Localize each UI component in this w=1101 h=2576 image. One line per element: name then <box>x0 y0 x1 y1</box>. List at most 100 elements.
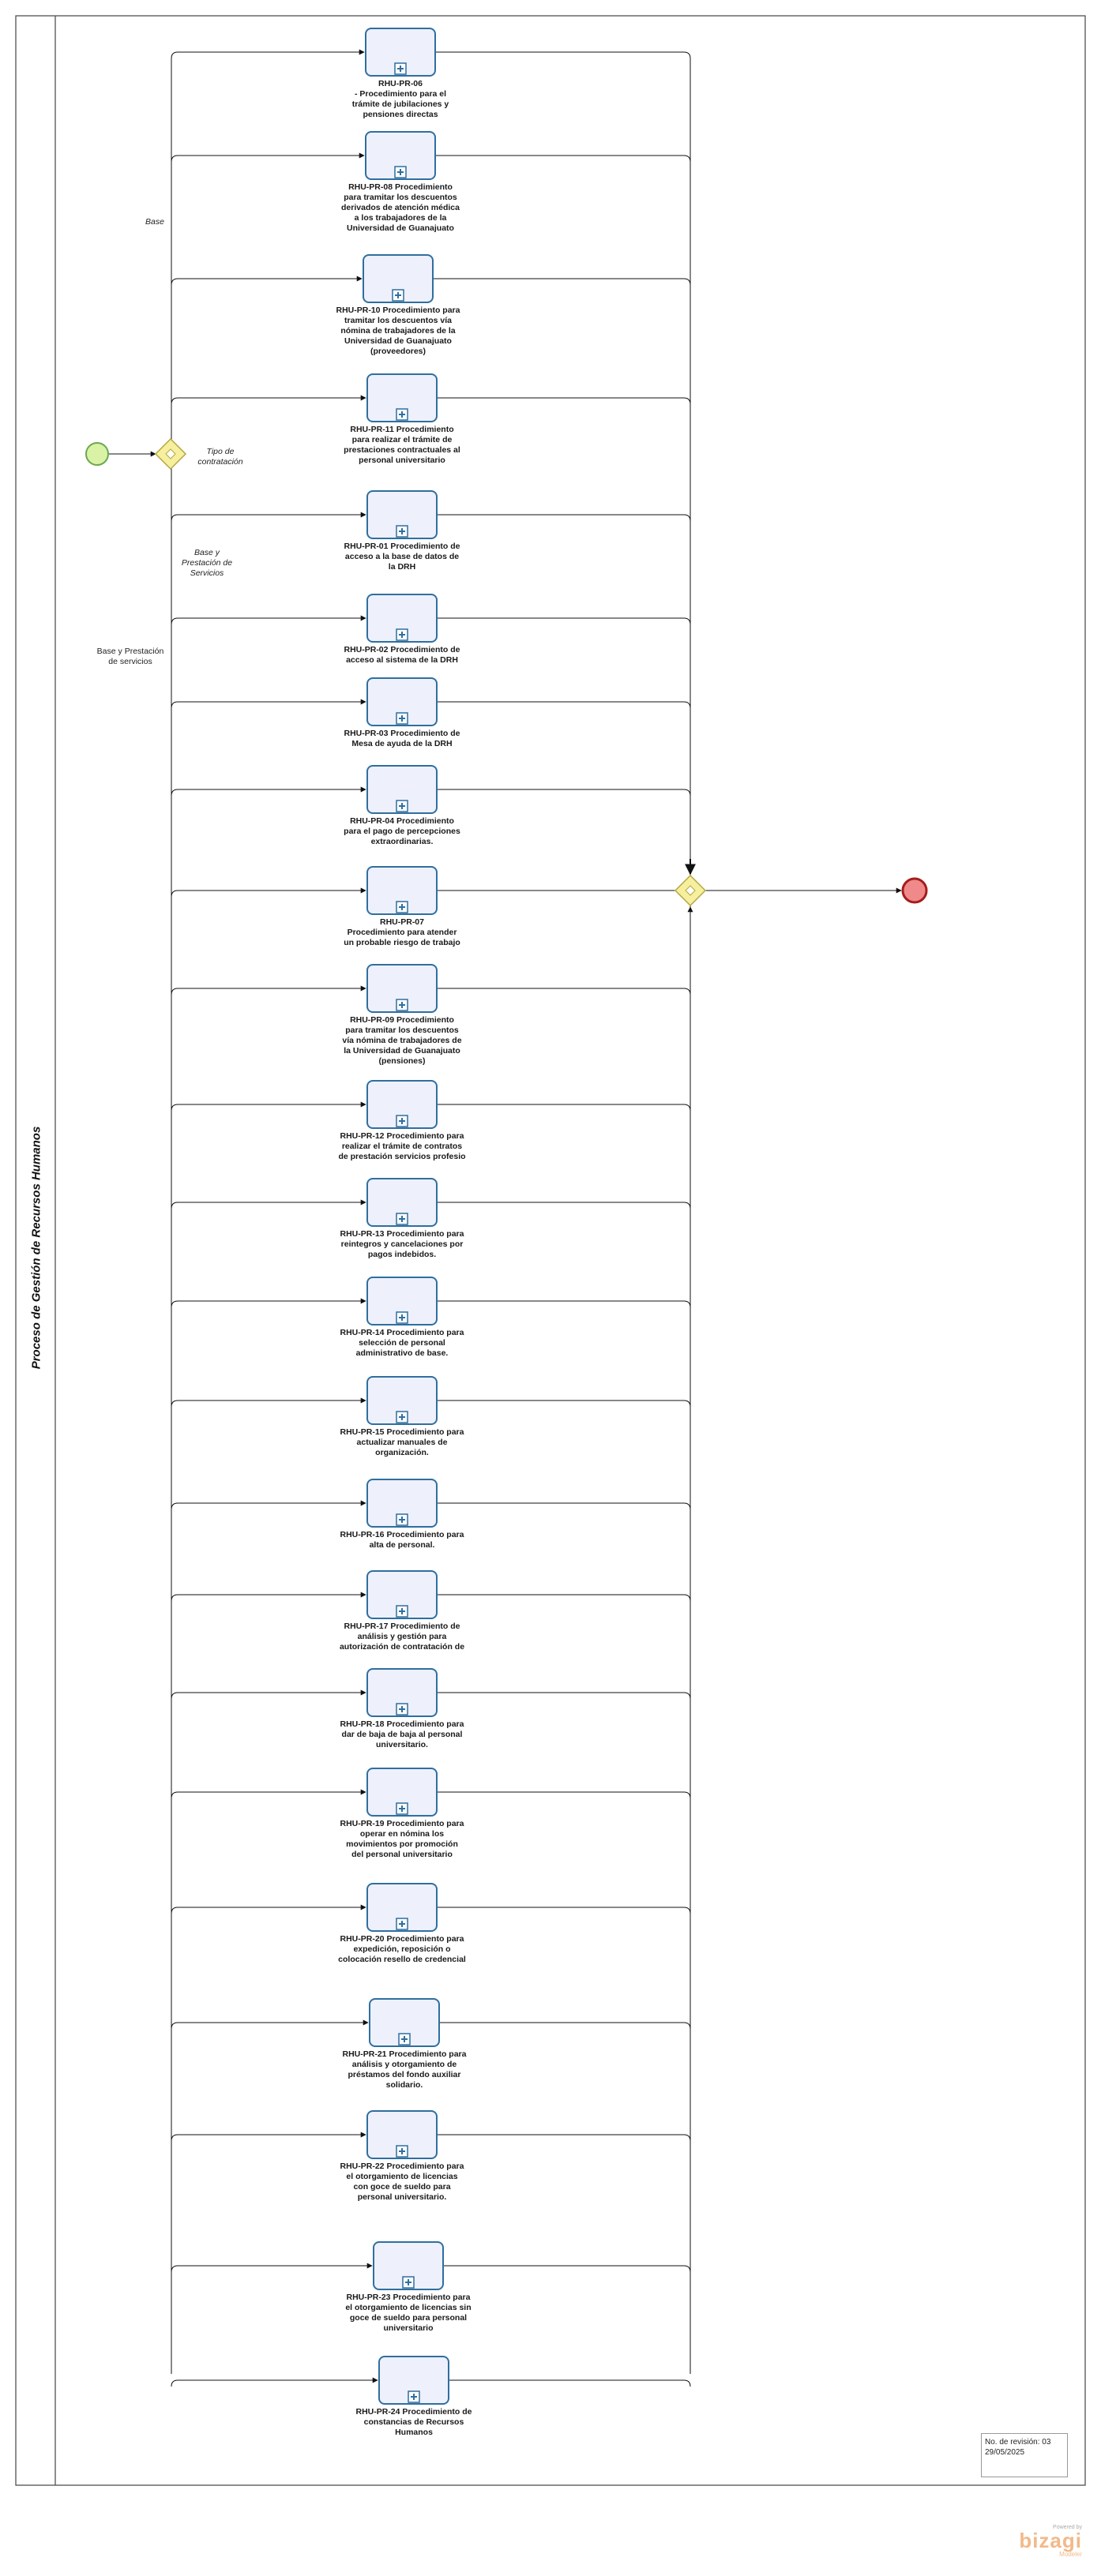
task-label: RHU-PR-16 Procedimiento para alta de per… <box>340 1530 464 1550</box>
expand-subprocess-icon[interactable] <box>396 999 408 1011</box>
expand-subprocess-icon[interactable] <box>396 1115 408 1127</box>
flow-to-task <box>171 2263 373 2273</box>
task-label: RHU-PR-11 Procedimiento para realizar el… <box>344 425 460 465</box>
expand-subprocess-icon[interactable] <box>396 408 408 421</box>
subprocess-task[interactable] <box>366 1178 438 1227</box>
expand-subprocess-icon[interactable] <box>396 1605 408 1618</box>
flow-from-task <box>449 2379 691 2387</box>
flow-to-task <box>171 1789 366 1799</box>
flow-to-task <box>171 2377 378 2387</box>
expand-subprocess-icon[interactable] <box>398 2033 411 2045</box>
expand-subprocess-icon[interactable] <box>396 1802 408 1815</box>
subprocess-task[interactable] <box>365 131 436 180</box>
flow-from-task <box>437 1300 691 1308</box>
pool-border <box>15 15 1086 2486</box>
subprocess-task[interactable] <box>366 1883 438 1932</box>
expand-subprocess-icon[interactable] <box>396 901 408 913</box>
expand-subprocess-icon[interactable] <box>396 1918 408 1930</box>
task-label: RHU-PR-19 Procedimiento para operar en n… <box>340 1819 464 1859</box>
subprocess-task[interactable] <box>366 765 438 814</box>
flow-from-task <box>437 1104 691 1112</box>
subprocess-task[interactable] <box>366 2110 438 2159</box>
flow-to-task <box>171 395 366 405</box>
end-event[interactable] <box>901 877 928 904</box>
subprocess-task[interactable] <box>366 490 438 539</box>
flow-to-task <box>171 1298 366 1308</box>
task-label: RHU-PR-24 Procedimiento de constancias d… <box>355 2407 472 2437</box>
expand-subprocess-icon[interactable] <box>396 1213 408 1225</box>
subprocess-task[interactable] <box>366 1080 438 1129</box>
exclusive-gateway[interactable] <box>154 437 187 471</box>
subprocess-task[interactable] <box>366 1668 438 1717</box>
flow-to-task <box>171 786 366 797</box>
flow-to-task <box>171 276 363 286</box>
flow-from-task <box>433 278 691 286</box>
subprocess-task[interactable] <box>363 254 434 303</box>
flow-to-task <box>171 2132 366 2142</box>
flow-from-task <box>437 1594 691 1602</box>
bizagi-logo: Powered by bizagi Modeler <box>1011 2525 1082 2558</box>
flow-to-task <box>171 887 366 898</box>
task-label: RHU-PR-13 Procedimiento para reintegros … <box>340 1229 464 1259</box>
expand-subprocess-icon[interactable] <box>396 628 408 641</box>
subprocess-task[interactable] <box>366 1277 438 1325</box>
merge-gateway[interactable] <box>674 874 707 907</box>
expand-subprocess-icon[interactable] <box>396 2145 408 2158</box>
gateway-marker-icon <box>685 885 696 896</box>
powered-by-text: Powered by <box>1053 2525 1082 2530</box>
expand-subprocess-icon[interactable] <box>396 800 408 812</box>
expand-subprocess-icon[interactable] <box>396 525 408 538</box>
subprocess-task[interactable] <box>366 373 438 422</box>
subprocess-task[interactable] <box>366 1376 438 1425</box>
gateway-label: Tipo de contratación <box>197 447 243 467</box>
flow-from-task <box>437 988 691 996</box>
flow-from-task <box>439 2022 691 2030</box>
expand-subprocess-icon[interactable] <box>396 712 408 725</box>
expand-subprocess-icon[interactable] <box>396 1411 408 1423</box>
flow-from-task <box>435 51 691 59</box>
flow-to-task <box>171 512 366 522</box>
flow-from-task <box>437 1502 691 1510</box>
flow-to-task <box>171 985 366 996</box>
subprocess-task[interactable] <box>366 594 438 643</box>
subprocess-task[interactable] <box>373 2241 444 2290</box>
task-label: RHU-PR-08 Procedimiento para tramitar lo… <box>341 182 460 233</box>
task-label: RHU-PR-23 Procedimiento para el otorgami… <box>345 2293 472 2333</box>
expand-subprocess-icon[interactable] <box>396 1513 408 1526</box>
revision-box: No. de revisión: 03 29/05/2025 <box>981 2433 1068 2477</box>
expand-subprocess-icon[interactable] <box>408 2390 420 2403</box>
subprocess-task[interactable] <box>366 866 438 915</box>
expand-subprocess-icon[interactable] <box>396 1703 408 1715</box>
branch-label-base-prestacion-2: Base y Prestación de servicios <box>96 647 164 666</box>
start-event[interactable] <box>85 442 109 466</box>
flow-from-task <box>437 1202 691 1209</box>
flow-from-task <box>437 617 691 625</box>
task-label: RHU-PR-07 Procedimiento para atender un … <box>344 917 460 947</box>
flow-from-task <box>437 2134 691 2142</box>
subprocess-task[interactable] <box>366 1768 438 1817</box>
subprocess-task[interactable] <box>366 1479 438 1528</box>
subprocess-task[interactable] <box>366 1570 438 1619</box>
expand-subprocess-icon[interactable] <box>392 289 404 302</box>
subprocess-task[interactable] <box>366 964 438 1013</box>
flow-from-task <box>437 397 691 405</box>
brand-sub: Modeler <box>1059 2551 1082 2558</box>
brand-name: bizagi <box>1019 2529 1082 2552</box>
flow-to-task <box>171 699 366 709</box>
gateway-marker-icon <box>165 448 176 459</box>
subprocess-task[interactable] <box>378 2356 449 2405</box>
flow-to-task <box>171 49 365 59</box>
expand-subprocess-icon[interactable] <box>394 62 407 75</box>
flow-from-task <box>437 1400 691 1408</box>
subprocess-task[interactable] <box>365 28 436 77</box>
expand-subprocess-icon[interactable] <box>394 166 407 178</box>
expand-subprocess-icon[interactable] <box>402 2276 415 2289</box>
subprocess-task[interactable] <box>366 677 438 726</box>
flow-from-task <box>435 155 691 163</box>
subprocess-task[interactable] <box>369 1998 440 2047</box>
tasks-layer <box>363 28 449 2405</box>
task-label: RHU-PR-14 Procedimiento para selección d… <box>340 1328 464 1358</box>
expand-subprocess-icon[interactable] <box>396 1311 408 1324</box>
flow-to-task <box>171 1689 366 1700</box>
